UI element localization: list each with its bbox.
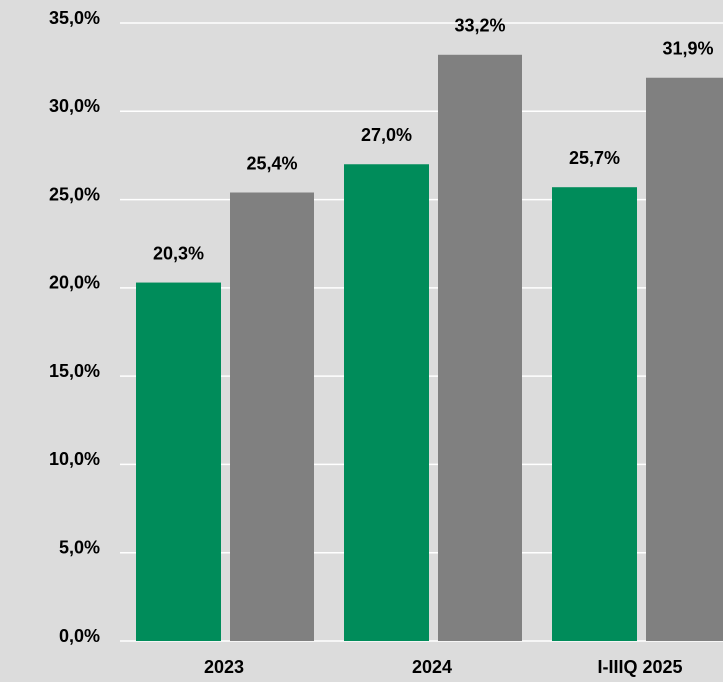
bar bbox=[438, 54, 522, 642]
y-tick-label: 15,0% bbox=[49, 361, 100, 381]
y-tick-label: 30,0% bbox=[49, 96, 100, 116]
y-tick-label: 10,0% bbox=[49, 449, 100, 469]
bar bbox=[552, 187, 637, 641]
value-label: 27,0% bbox=[361, 125, 412, 145]
bar bbox=[344, 164, 429, 641]
x-tick-label: 2024 bbox=[412, 657, 452, 677]
y-tick-label: 5,0% bbox=[59, 537, 100, 557]
value-label: 31,9% bbox=[662, 38, 713, 58]
value-label: 25,4% bbox=[246, 153, 297, 173]
y-tick-label: 25,0% bbox=[49, 184, 100, 204]
y-tick-label: 35,0% bbox=[49, 8, 100, 28]
bar bbox=[136, 282, 221, 641]
x-tick-label: I-IIIQ 2025 bbox=[597, 657, 682, 677]
value-label: 20,3% bbox=[153, 243, 204, 263]
y-tick-label: 0,0% bbox=[59, 626, 100, 646]
y-tick-label: 20,0% bbox=[49, 273, 100, 293]
value-label: 33,2% bbox=[454, 16, 505, 36]
bar bbox=[230, 192, 314, 641]
x-tick-label: 2023 bbox=[204, 657, 244, 677]
bar bbox=[646, 77, 723, 642]
value-label: 25,7% bbox=[569, 148, 620, 168]
